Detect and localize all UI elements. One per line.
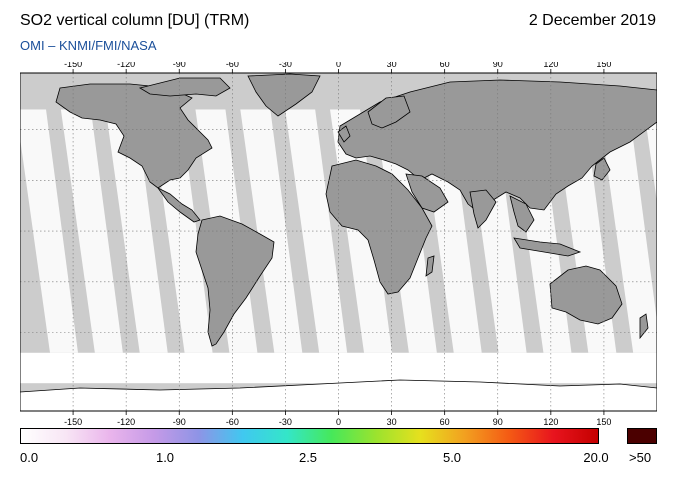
- axis-ticks: [72, 69, 605, 415]
- lon-label: 90: [493, 62, 503, 69]
- orbit-swath: [644, 109, 657, 203]
- map-title: SO2 vertical column [DU] (TRM): [20, 12, 250, 29]
- lon-label: -120: [117, 417, 135, 427]
- africa: [325, 159, 433, 295]
- madagascar: [425, 255, 435, 277]
- lon-label: -60: [226, 417, 239, 427]
- lon-label: -150: [64, 417, 82, 427]
- colorbar-label-2: 2.5: [298, 450, 318, 465]
- colorbar-label-0: 0.0: [20, 450, 39, 465]
- japan: [593, 157, 611, 181]
- lon-label: -30: [279, 62, 292, 69]
- map-date: 2 December 2019: [528, 12, 656, 29]
- lon-label: 150: [596, 417, 611, 427]
- colorbar-label-4: 20.0: [583, 450, 609, 465]
- so2-colorbar: [20, 428, 599, 444]
- arabia: [405, 173, 449, 213]
- arctic-islands: [138, 77, 231, 97]
- north-america: [55, 83, 213, 189]
- land-masses: [20, 73, 657, 411]
- lon-label: 30: [387, 62, 397, 69]
- lon-label: 0: [336, 417, 341, 427]
- lon-label: 120: [543, 62, 558, 69]
- antarctica: [20, 379, 657, 411]
- lon-label: 150: [596, 62, 611, 69]
- orbit-swath: [240, 109, 303, 353]
- greenland: [247, 73, 321, 117]
- lon-label: 120: [543, 417, 558, 427]
- india: [469, 189, 497, 229]
- graticule: [20, 73, 657, 411]
- lon-label: 30: [387, 417, 397, 427]
- over-range-swatch: [627, 428, 657, 444]
- lon-label: -90: [173, 417, 186, 427]
- so2-map: -150 -120 -90 -60 -30 0 30 60 90 120 150 -150 -120-…: [20, 62, 657, 427]
- new-zealand: [639, 313, 649, 340]
- lon-label: 90: [493, 417, 503, 427]
- south-america: [195, 215, 275, 347]
- lon-label: 60: [440, 62, 450, 69]
- lon-label: -150: [64, 62, 82, 69]
- lon-label: 60: [440, 417, 450, 427]
- scandinavia: [367, 95, 411, 129]
- colorbar-label-3: 5.0: [442, 450, 462, 465]
- colorbar-label-1: 1.0: [155, 450, 175, 465]
- lon-label: -60: [226, 62, 239, 69]
- british-isles: [337, 125, 351, 143]
- indonesia: [513, 237, 582, 257]
- lon-labels-bottom: -150 -120 -90 -60 -30 0 30 60 90 120 150: [64, 417, 611, 427]
- colorbar-over-label: >50: [629, 450, 652, 465]
- lon-label: -120: [117, 62, 135, 69]
- lon-label: 0: [336, 62, 341, 69]
- lon-label: -30: [279, 417, 292, 427]
- lon-labels-top: -150 -120 -90 -60 -30 0 30 60 90 120 150: [64, 62, 611, 69]
- southeast-asia: [509, 195, 535, 233]
- orbit-swath: [60, 109, 123, 353]
- lon-label: -90: [173, 62, 186, 69]
- data-credit: OMI – KNMI/FMI/NASA: [20, 38, 157, 53]
